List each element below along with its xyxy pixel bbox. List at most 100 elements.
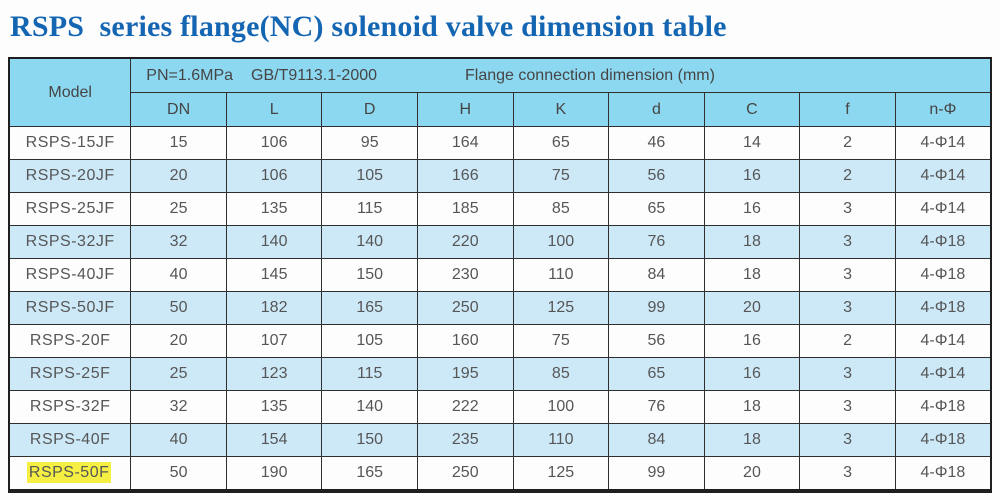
table-row: RSPS-50JF 50 182 165 250 125 99 20 3 4-Φ… xyxy=(8,291,992,325)
cell-d-small: 46 xyxy=(608,126,705,160)
cell-h: 250 xyxy=(416,456,514,492)
cell-f: 3 xyxy=(799,258,896,292)
cell-d-small: 76 xyxy=(608,225,705,259)
table-row: RSPS-25F 25 123 115 195 85 65 16 3 4-Φ14 xyxy=(8,357,992,391)
cell-k: 75 xyxy=(512,324,610,358)
cell-n-phi: 4-Φ18 xyxy=(894,225,992,259)
cell-l: 135 xyxy=(225,390,323,424)
cell-c: 16 xyxy=(703,192,801,226)
cell-d-small: 99 xyxy=(608,291,705,325)
cell-d-small: 56 xyxy=(608,324,705,358)
cell-c: 16 xyxy=(703,357,801,391)
cell-c: 16 xyxy=(703,324,801,358)
cell-dn: 40 xyxy=(130,258,227,292)
cell-dn: 32 xyxy=(130,225,227,259)
header-row-columns: DN L D H K d C f n-Φ xyxy=(9,92,992,127)
cell-n-phi: 4-Φ18 xyxy=(894,291,992,325)
model-label: RSPS-15JF xyxy=(25,134,115,151)
cell-h: 160 xyxy=(416,324,514,358)
model-cell: RSPS-20F xyxy=(8,324,132,358)
column-header-dn: DN xyxy=(130,92,227,127)
cell-dn: 32 xyxy=(130,390,227,424)
column-header-model: Model xyxy=(8,57,132,127)
spec-standard: GB/T9113.1-2000 xyxy=(251,66,378,84)
cell-d-small: 76 xyxy=(608,390,705,424)
cell-d: 105 xyxy=(321,159,418,193)
cell-n-phi: 4-Φ14 xyxy=(894,126,992,160)
cell-k: 100 xyxy=(512,225,610,259)
cell-f: 3 xyxy=(799,192,896,226)
model-label: RSPS-20JF xyxy=(25,167,115,184)
cell-k: 85 xyxy=(512,192,610,226)
table-row: RSPS-20JF 20 106 105 166 75 56 16 2 4-Φ1… xyxy=(8,159,992,193)
cell-d-small: 65 xyxy=(608,357,705,391)
cell-d-small: 65 xyxy=(608,192,705,226)
cell-n-phi: 4-Φ18 xyxy=(894,390,992,424)
cell-n-phi: 4-Φ14 xyxy=(894,324,992,358)
header-row-spec: Model PN=1.6MPa GB/T9113.1-2000 Flange c… xyxy=(8,57,992,127)
cell-k: 75 xyxy=(512,159,610,193)
model-cell: RSPS-32JF xyxy=(8,225,132,259)
model-label: RSPS-50JF xyxy=(25,299,115,316)
cell-n-phi: 4-Φ14 xyxy=(894,192,992,226)
cell-f: 2 xyxy=(799,126,896,160)
cell-k: 100 xyxy=(512,390,610,424)
cell-dn: 40 xyxy=(130,423,227,457)
table-body: RSPS-15JF 15 106 95 164 65 46 14 2 4-Φ14… xyxy=(8,126,992,492)
cell-n-phi: 4-Φ18 xyxy=(894,258,992,292)
model-label: RSPS-25JF xyxy=(25,200,115,217)
cell-k: 110 xyxy=(512,258,610,292)
cell-d: 165 xyxy=(321,456,418,492)
cell-h: 164 xyxy=(416,126,514,160)
cell-f: 3 xyxy=(799,291,896,325)
cell-l: 154 xyxy=(225,423,323,457)
cell-d: 165 xyxy=(321,291,418,325)
cell-c: 16 xyxy=(703,159,801,193)
table-row: RSPS-20F 20 107 105 160 75 56 16 2 4-Φ14 xyxy=(8,324,992,358)
cell-d-small: 56 xyxy=(608,159,705,193)
model-cell: RSPS-40F xyxy=(8,423,132,457)
cell-n-phi: 4-Φ14 xyxy=(894,159,992,193)
model-label: RSPS-40JF xyxy=(25,266,115,283)
table-row: RSPS-32F 32 135 140 222 100 76 18 3 4-Φ1… xyxy=(8,390,992,424)
cell-h: 250 xyxy=(416,291,514,325)
cell-dn: 25 xyxy=(130,192,227,226)
cell-f: 3 xyxy=(799,456,896,492)
cell-d: 140 xyxy=(321,225,418,259)
cell-f: 2 xyxy=(799,324,896,358)
column-header-c: C xyxy=(703,92,801,127)
cell-c: 18 xyxy=(703,258,801,292)
model-label-highlighted: RSPS-50F xyxy=(28,462,112,483)
dimension-table: Model PN=1.6MPa GB/T9113.1-2000 Flange c… xyxy=(8,57,992,493)
cell-h: 220 xyxy=(416,225,514,259)
model-cell: RSPS-50JF xyxy=(8,291,132,325)
model-label: RSPS-40F xyxy=(29,431,111,448)
cell-d: 140 xyxy=(321,390,418,424)
cell-k: 85 xyxy=(512,357,610,391)
cell-d-small: 99 xyxy=(608,456,705,492)
cell-d: 115 xyxy=(321,192,418,226)
table-row: RSPS-40F 40 154 150 235 110 84 18 3 4-Φ1… xyxy=(8,423,992,457)
model-cell: RSPS-50F xyxy=(8,456,132,492)
cell-n-phi: 4-Φ14 xyxy=(894,357,992,391)
cell-l: 106 xyxy=(225,126,323,160)
model-label: RSPS-32JF xyxy=(25,233,115,250)
cell-d: 115 xyxy=(321,357,418,391)
cell-d: 95 xyxy=(321,126,418,160)
cell-l: 182 xyxy=(225,291,323,325)
cell-c: 14 xyxy=(703,126,801,160)
spec-pn: PN=1.6MPa xyxy=(146,66,234,84)
cell-d: 105 xyxy=(321,324,418,358)
column-header-d-small: d xyxy=(608,92,705,127)
cell-l: 123 xyxy=(225,357,323,391)
cell-d: 150 xyxy=(321,258,418,292)
cell-n-phi: 4-Φ18 xyxy=(894,456,992,492)
table-row: RSPS-40JF 40 145 150 230 110 84 18 3 4-Φ… xyxy=(8,258,992,292)
column-header-k: K xyxy=(512,92,610,127)
model-cell: RSPS-40JF xyxy=(8,258,132,292)
cell-h: 230 xyxy=(416,258,514,292)
column-header-n-phi: n-Φ xyxy=(894,92,992,127)
model-label: RSPS-25F xyxy=(29,365,111,382)
cell-dn: 25 xyxy=(130,357,227,391)
table-row: RSPS-32JF 32 140 140 220 100 76 18 3 4-Φ… xyxy=(8,225,992,259)
